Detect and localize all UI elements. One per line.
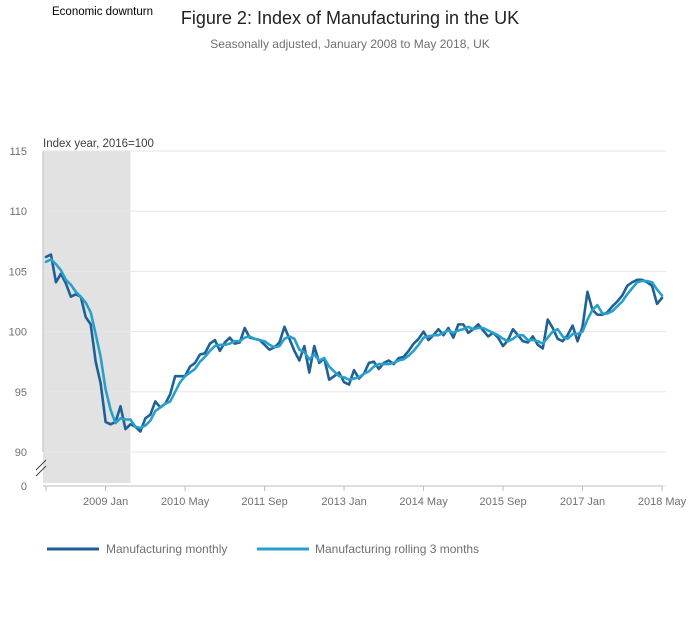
axis-break-icon <box>35 459 47 477</box>
x-axis: 2009 Jan 2010 May 2011 Sep 2013 Jan 2014 May… <box>42 151 687 508</box>
x-tick-label: 2015 Sep <box>479 496 526 508</box>
x-tick-label: 2014 May <box>399 496 448 508</box>
axis-break-mark <box>35 459 47 471</box>
x-tick-label: 2017 Jan <box>560 496 605 508</box>
x-tick-label: 2013 Jan <box>321 496 366 508</box>
y-tick-label: 110 <box>9 206 27 218</box>
chart-subtitle: Seasonally adjusted, January 2008 to May… <box>210 37 490 51</box>
series-line-rolling-3-months <box>44 258 664 430</box>
y-tick-label: 95 <box>15 387 27 399</box>
y-tick-label: 105 <box>9 266 27 278</box>
y-tick-label: 90 <box>15 447 27 459</box>
legend: Manufacturing monthly Manufacturing roll… <box>47 542 479 556</box>
y-tick-label: 100 <box>9 327 27 339</box>
y-axis-break-label: 0 <box>21 481 27 493</box>
series-lines <box>44 253 664 433</box>
gridlines <box>43 150 666 487</box>
y-tick-label: 115 <box>9 146 27 158</box>
shaded-region-label: Economic downturn <box>52 6 153 18</box>
y-axis-label: Index year, 2016=100 <box>43 138 154 150</box>
x-tick-label: 2011 Sep <box>241 496 287 508</box>
legend-label-rolling: Manufacturing rolling 3 months <box>315 542 479 556</box>
x-tick-label: 2010 May <box>161 496 210 508</box>
legend-label-monthly: Manufacturing monthly <box>106 542 227 556</box>
chart-title: Figure 2: Index of Manufacturing in the … <box>181 8 519 28</box>
x-tick-label: 2018 May <box>638 496 687 508</box>
axis-break-mark <box>35 465 47 477</box>
series-line-monthly <box>44 253 664 433</box>
y-axis-ticks: 90 95 100 105 110 115 <box>9 146 27 459</box>
x-tick-label: 2009 Jan <box>83 496 128 508</box>
